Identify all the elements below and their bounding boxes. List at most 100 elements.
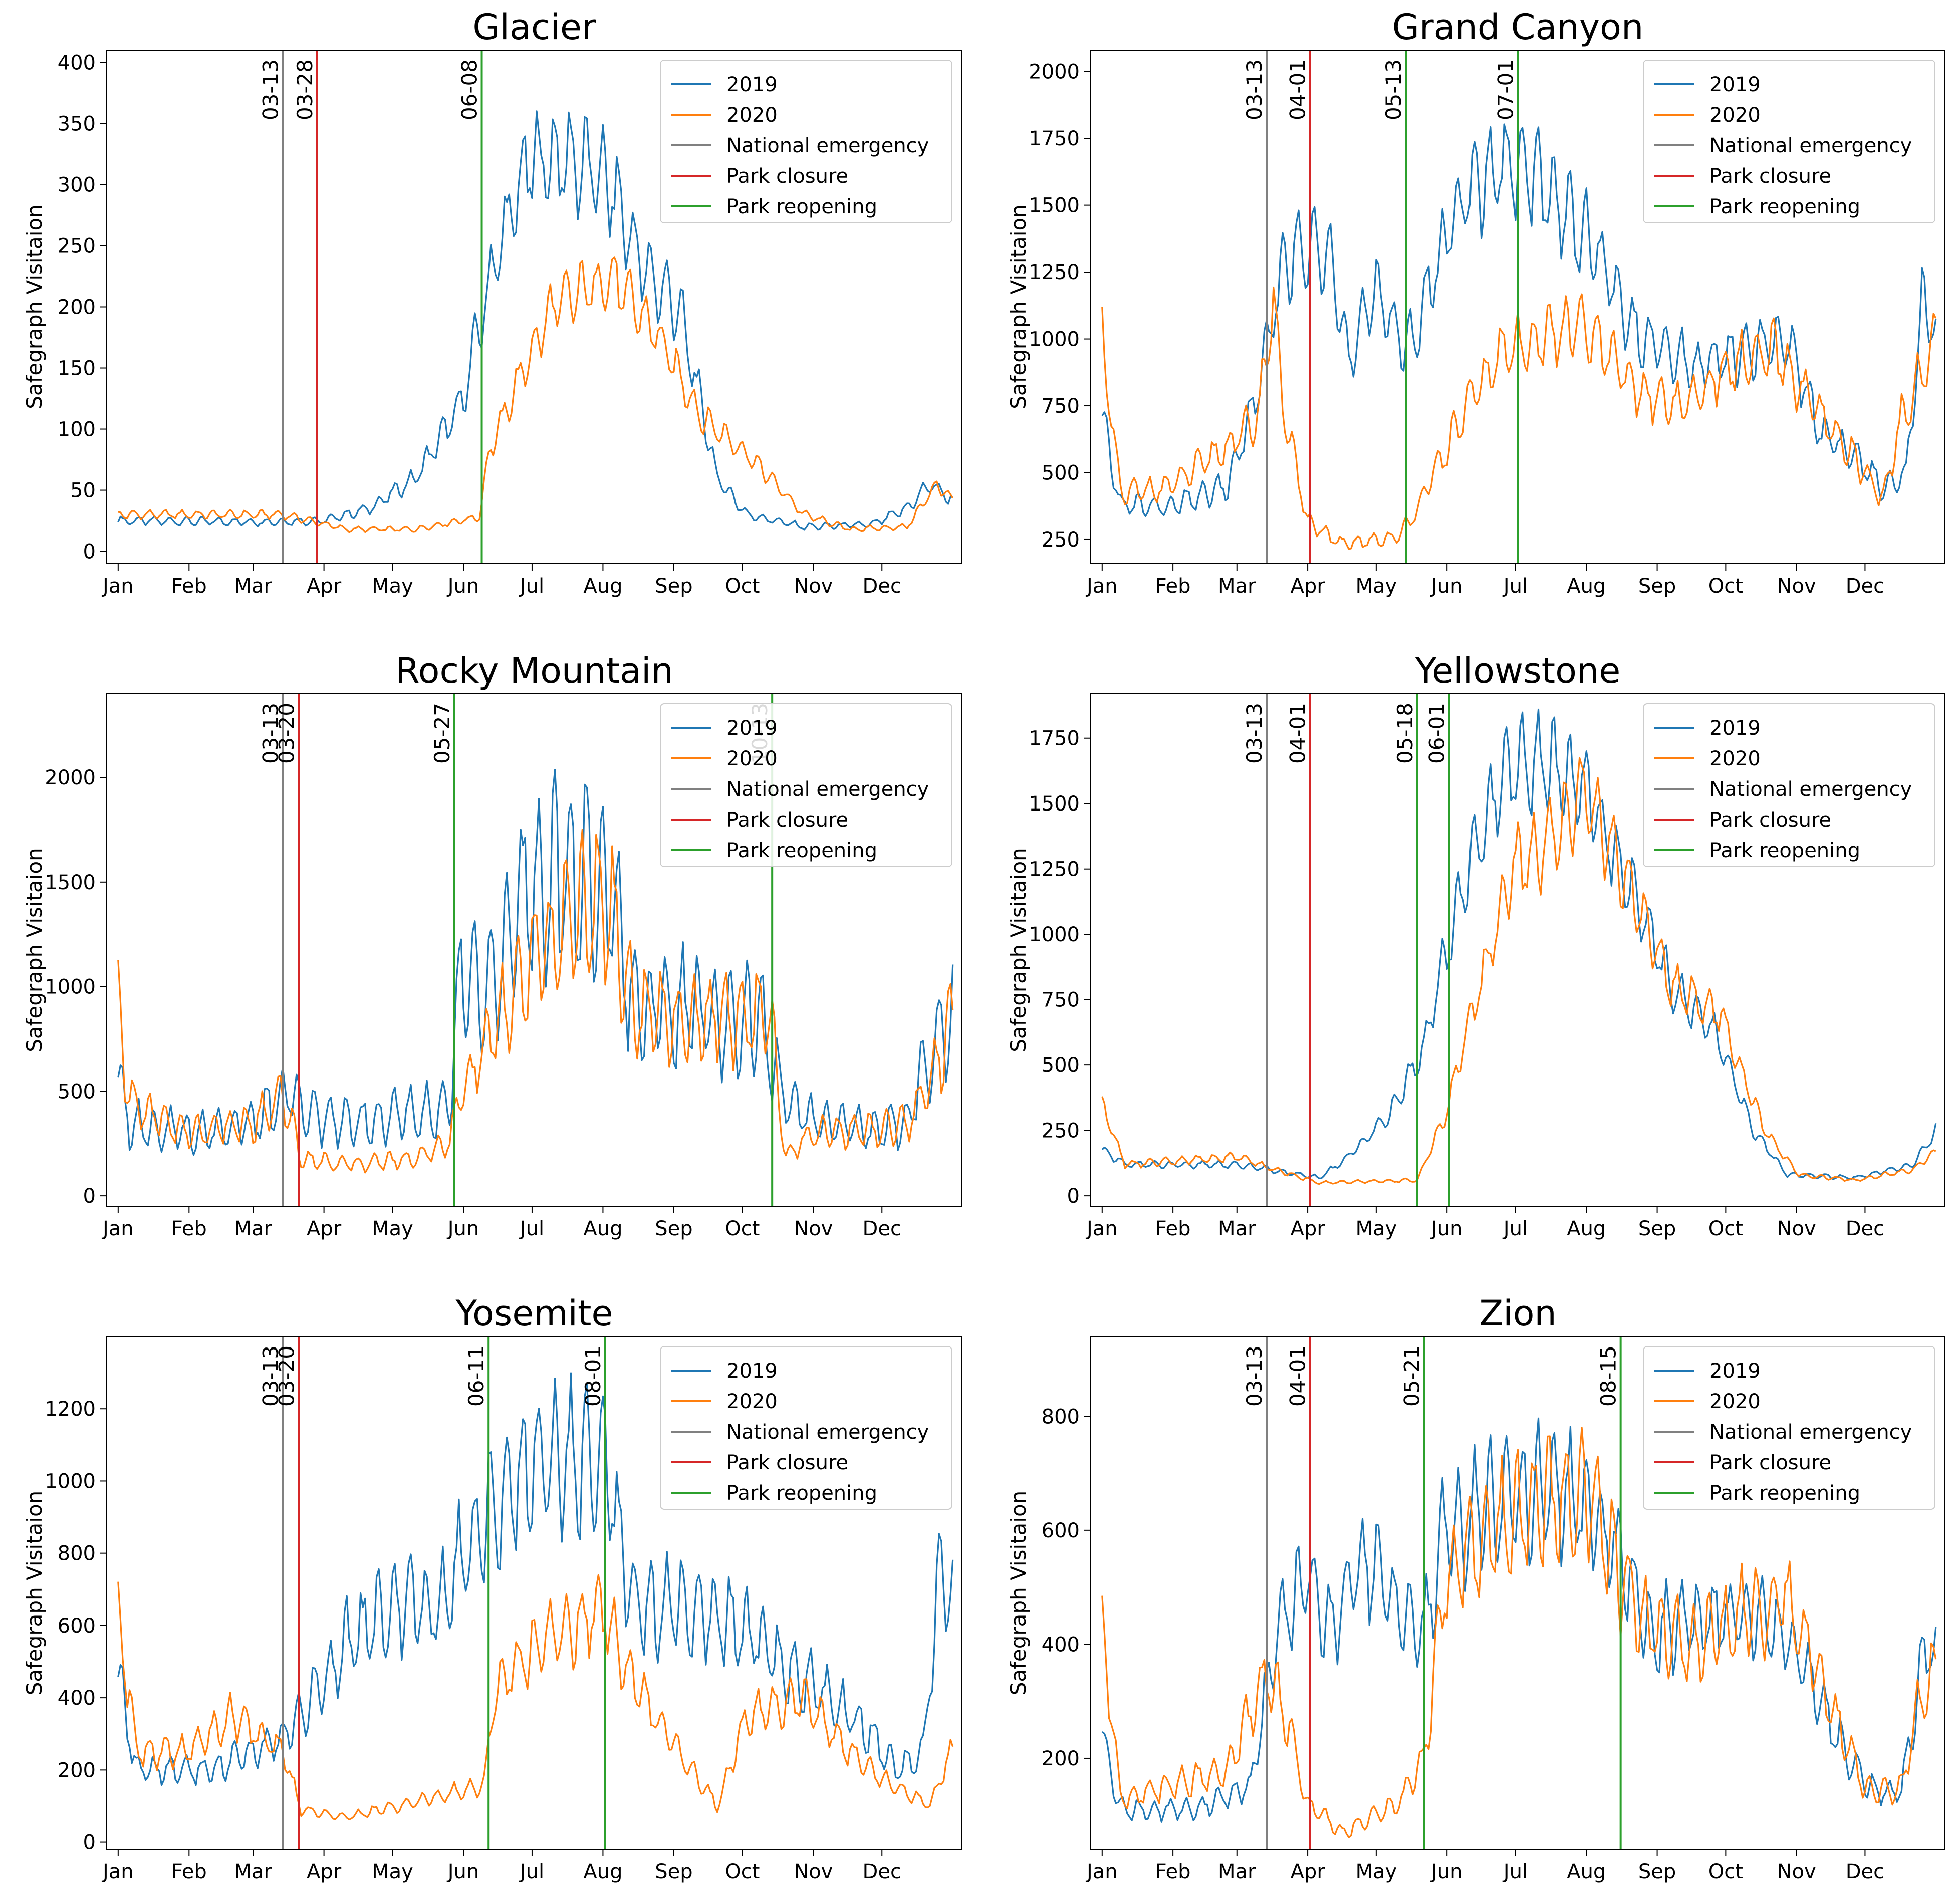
chart-panel: Zion Safegraph Visitaion 200 400 600 800 Jan Fe… [1006,1293,1945,1883]
x-tick-label: Sep [1638,575,1676,598]
x-tick-label: Apr [307,1217,342,1240]
legend-entry: 2019 [1709,1360,1761,1383]
x-tick-label: Dec [863,1860,901,1883]
x-tick-label: Feb [1155,1217,1191,1240]
legend: 2019 2020 National emergency Park closure Pa… [1643,703,1935,867]
y-tick-label: 350 [58,112,96,135]
marker-date-label: 08-15 [1596,1345,1621,1407]
x-tick-label: Dec [1846,575,1884,598]
x-tick-label: Oct [1708,1217,1743,1240]
y-tick-label: 300 [58,173,96,196]
y-tick-label: 100 [58,418,96,441]
series-line-2019 [1101,123,1937,517]
x-tick-label: Apr [1290,1860,1325,1883]
series-line-2020 [1101,1427,1937,1838]
legend-box [660,703,952,867]
y-tick-label: 1000 [45,976,96,999]
legend-entry: Park closure [726,165,848,188]
marker-date-label: 07-01 [1494,59,1518,120]
x-tick-label: Jun [1430,575,1463,598]
x-tick-label: Oct [1708,575,1743,598]
legend-box [660,1346,952,1510]
legend-entry: Park reopening [726,1482,877,1505]
x-tick-label: Mar [234,1860,272,1883]
marker-date-label: 03-28 [293,59,317,120]
x-tick-label: Oct [725,575,760,598]
x-tick-label: Nov [794,1860,833,1883]
x-tick-label: Oct [725,1860,760,1883]
x-tick-label: Aug [1567,1217,1606,1240]
x-tick-label: Mar [1218,1860,1256,1883]
y-tick-label: 500 [58,1080,96,1103]
y-tick-label: 500 [1042,1054,1080,1077]
x-tick-label: Sep [1638,1217,1676,1240]
x-tick-label: Jul [1502,575,1528,598]
legend: 2019 2020 National emergency Park closure Pa… [1643,1346,1935,1510]
x-tick-label: Jul [1502,1860,1528,1883]
plot-frame [106,1336,962,1850]
marker-date-label: 05-27 [430,703,454,764]
x-tick-label: Jan [1085,1860,1118,1883]
legend-entry: 2020 [726,1390,778,1413]
x-tick-label: Feb [171,575,207,598]
chart-panel: Rocky Mountain Safegraph Visitaion 0 500 100… [22,650,962,1240]
legend-entry: National emergency [1709,134,1912,157]
legend: 2019 2020 National emergency Park closure Pa… [1643,60,1935,223]
chart-title: Zion [1479,1293,1557,1334]
x-tick-label: Jan [1085,575,1118,598]
x-tick-label: Nov [794,1217,833,1240]
marker-date-label: 03-20 [274,1345,299,1407]
y-tick-label: 500 [1042,461,1080,484]
x-tick-label: Jun [1430,1217,1463,1240]
x-tick-label: Apr [307,575,342,598]
y-tick-label: 800 [1042,1405,1080,1428]
x-tick-label: Dec [1846,1217,1884,1240]
y-tick-label: 150 [58,357,96,380]
legend-box [660,60,952,223]
y-tick-label: 200 [58,296,96,319]
x-tick-label: Jul [1502,1217,1528,1240]
y-axis-label: Safegraph Visitaion [1006,204,1031,409]
y-tick-label: 200 [58,1759,96,1782]
x-tick-label: Dec [1846,1860,1884,1883]
legend-entry: National emergency [726,1421,929,1444]
x-tick-label: Aug [1567,1860,1606,1883]
marker-date-label: 03-13 [258,59,283,120]
x-tick-label: Jun [446,1217,479,1240]
marker-date-label: 03-13 [1242,1345,1267,1407]
plot-frame [106,693,962,1207]
legend-entry: National emergency [726,134,929,157]
x-tick-label: Sep [1638,1860,1676,1883]
x-tick-label: May [1356,1860,1397,1883]
plot-frame [106,50,962,564]
marker-date-label: 08-01 [581,1345,605,1407]
series-line-2019 [117,110,953,531]
y-tick-label: 50 [70,479,96,502]
x-tick-label: Sep [655,1860,692,1883]
legend-entry: Park closure [1709,808,1831,832]
y-tick-label: 1250 [1029,858,1080,881]
marker-date-label: 05-13 [1381,59,1406,120]
y-axis-label: Safegraph Visitaion [1006,1491,1031,1696]
series-line-2020 [117,829,954,1174]
legend-entry: 2020 [1709,1390,1761,1413]
y-tick-label: 750 [1042,989,1080,1012]
series-line-2019 [117,1372,954,1786]
y-tick-label: 800 [58,1542,96,1565]
y-tick-label: 400 [58,51,96,74]
marker-date-label: 06-11 [464,1345,488,1407]
legend-entry: 2020 [1709,104,1761,127]
x-tick-label: Oct [725,1217,760,1240]
x-tick-label: Nov [794,575,833,598]
x-tick-label: Aug [583,1860,622,1883]
x-tick-label: Dec [863,1217,901,1240]
legend-entry: Park reopening [1709,1482,1860,1505]
legend-box [1643,1346,1935,1510]
x-tick-label: Apr [307,1860,342,1883]
legend-entry: Park closure [1709,165,1831,188]
x-tick-label: Jun [1430,1860,1463,1883]
marker-date-label: 03-13 [1242,59,1267,120]
chart-title: Glacier [472,7,596,48]
x-tick-label: Feb [171,1217,207,1240]
